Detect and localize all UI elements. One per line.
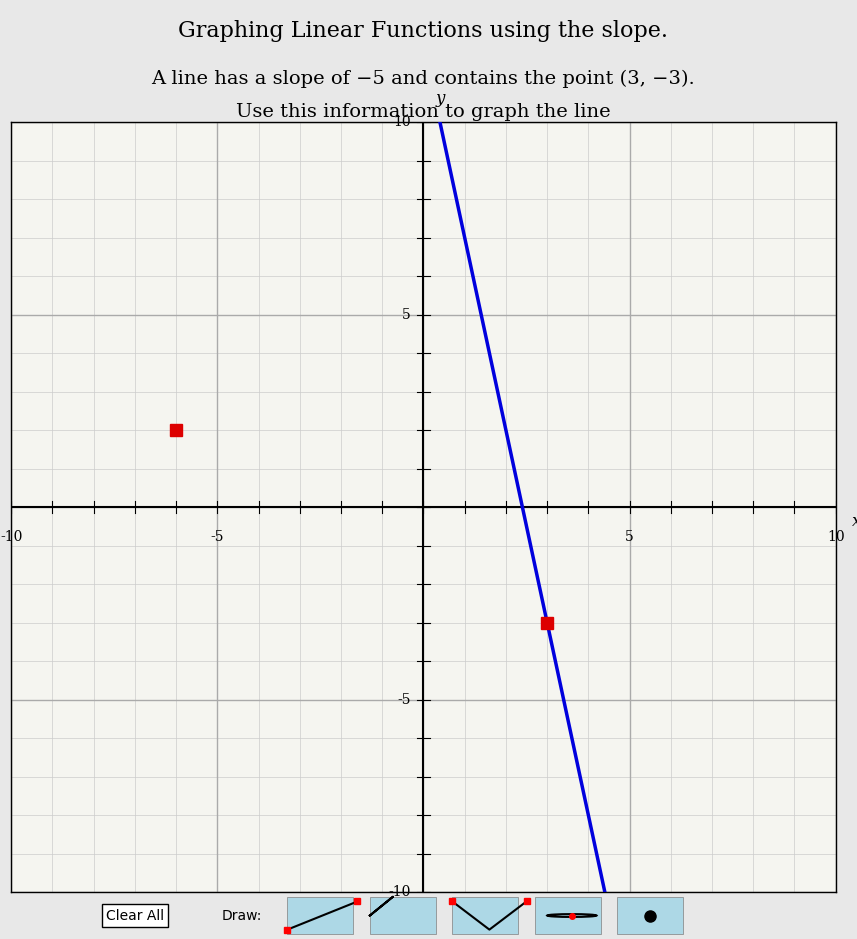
Text: 5: 5	[626, 531, 634, 545]
Text: -10: -10	[389, 885, 411, 899]
Text: Use this information to graph the line: Use this information to graph the line	[237, 103, 611, 121]
Text: Graphing Linear Functions using the slope.: Graphing Linear Functions using the slop…	[178, 20, 668, 41]
Bar	[287, 897, 353, 934]
Bar	[452, 897, 518, 934]
Bar	[617, 897, 683, 934]
Text: A line has a slope of −5 and contains the point (3, −3).: A line has a slope of −5 and contains th…	[152, 70, 695, 88]
Text: -10: -10	[0, 531, 22, 545]
Text: 10: 10	[393, 115, 411, 129]
Text: 5: 5	[402, 308, 411, 321]
Text: -5: -5	[211, 531, 224, 545]
Text: y: y	[435, 90, 445, 107]
Text: -5: -5	[398, 693, 411, 706]
Bar	[535, 897, 601, 934]
Text: Clear All: Clear All	[105, 909, 164, 922]
Text: 10: 10	[827, 531, 844, 545]
Text: Draw:: Draw:	[222, 909, 262, 922]
Text: x: x	[852, 514, 857, 531]
Bar	[370, 897, 436, 934]
